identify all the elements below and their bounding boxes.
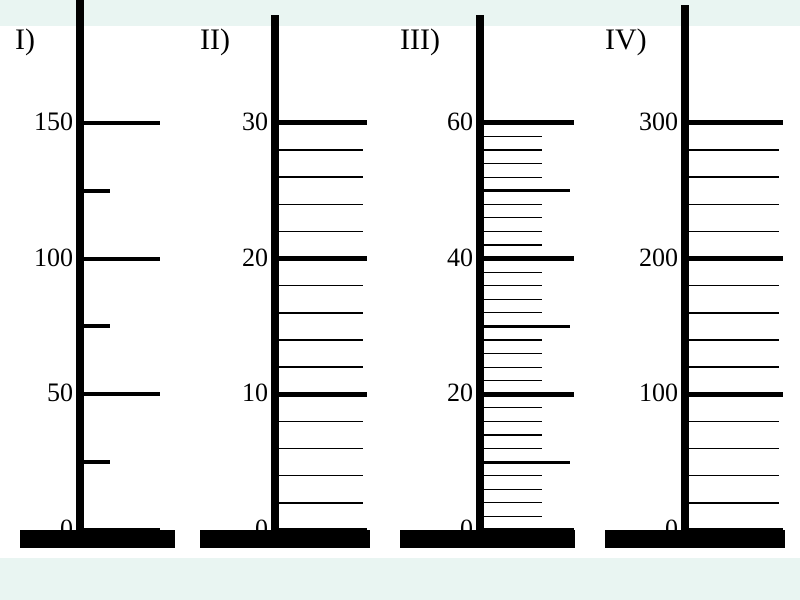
- minor-tick: [687, 149, 779, 151]
- minor-tick: [687, 176, 779, 178]
- subminor-tick: [482, 299, 542, 300]
- tick-label: 30: [213, 107, 268, 137]
- scale-axis: [681, 5, 689, 530]
- panel-label: III): [400, 23, 440, 57]
- major-tick: [482, 256, 574, 261]
- tick-label: 300: [613, 107, 678, 137]
- tick-label: 10: [213, 378, 268, 408]
- minor-tick: [687, 421, 779, 423]
- subminor-tick: [482, 448, 542, 449]
- major-tick: [277, 120, 367, 125]
- minor-tick: [277, 475, 363, 477]
- major-tick: [482, 392, 574, 397]
- subminor-tick: [482, 285, 542, 286]
- minor-tick: [687, 285, 779, 287]
- tick-label: 100: [5, 243, 73, 273]
- minor-tick: [277, 312, 363, 314]
- bg-bottom-band: [0, 558, 800, 600]
- tick-label: 0: [213, 514, 268, 544]
- minor-tick: [277, 231, 363, 233]
- subminor-tick: [482, 434, 542, 435]
- major-tick: [277, 528, 367, 533]
- subminor-tick: [482, 217, 542, 218]
- subminor-tick: [482, 204, 542, 205]
- subminor-tick: [482, 149, 542, 150]
- subminor-tick: [482, 163, 542, 164]
- tick-label: 20: [418, 378, 473, 408]
- minor-tick: [482, 461, 570, 464]
- minor-tick: [277, 285, 363, 287]
- tick-label: 50: [5, 378, 73, 408]
- major-tick: [82, 121, 160, 125]
- minor-tick: [82, 460, 110, 464]
- minor-tick: [277, 176, 363, 178]
- tick-label: 60: [418, 107, 473, 137]
- scale-axis: [76, 0, 84, 530]
- panel-label: IV): [605, 23, 647, 57]
- tick-label: 0: [613, 514, 678, 544]
- figure-root: I) 0 50 100 150 II) 0 10 20 30 III) 0 20 40 60 IV) 0 100 2…: [0, 0, 800, 600]
- minor-tick: [82, 189, 110, 193]
- subminor-tick: [482, 516, 542, 517]
- minor-tick: [277, 421, 363, 423]
- subminor-tick: [482, 475, 542, 476]
- subminor-tick: [482, 502, 542, 503]
- subminor-tick: [482, 272, 542, 273]
- major-tick: [687, 256, 783, 261]
- subminor-tick: [482, 353, 542, 354]
- subminor-tick: [482, 407, 542, 408]
- major-tick: [687, 528, 783, 533]
- minor-tick: [277, 448, 363, 450]
- subminor-tick: [482, 136, 542, 137]
- major-tick: [277, 392, 367, 397]
- tick-label: 40: [418, 243, 473, 273]
- subminor-tick: [482, 177, 542, 178]
- minor-tick: [687, 312, 779, 314]
- major-tick: [82, 528, 160, 532]
- subminor-tick: [482, 312, 542, 313]
- subminor-tick: [482, 367, 542, 368]
- minor-tick: [277, 149, 363, 151]
- minor-tick: [82, 324, 110, 328]
- major-tick: [687, 392, 783, 397]
- subminor-tick: [482, 339, 542, 340]
- major-tick: [277, 256, 367, 261]
- subminor-tick: [482, 231, 542, 232]
- subminor-tick: [482, 421, 542, 422]
- tick-label: 20: [213, 243, 268, 273]
- panel-label: II): [200, 23, 230, 57]
- tick-label: 0: [418, 514, 473, 544]
- minor-tick: [687, 231, 779, 233]
- minor-tick: [687, 502, 779, 504]
- subminor-tick: [482, 489, 542, 490]
- minor-tick: [277, 502, 363, 504]
- minor-tick: [687, 475, 779, 477]
- major-tick: [482, 528, 574, 533]
- minor-tick: [482, 189, 570, 192]
- tick-label: 100: [613, 378, 678, 408]
- tick-label: 150: [5, 107, 73, 137]
- minor-tick: [482, 325, 570, 328]
- panel-label: I): [15, 23, 35, 57]
- minor-tick: [687, 448, 779, 450]
- major-tick: [687, 120, 783, 125]
- minor-tick: [277, 204, 363, 206]
- major-tick: [82, 257, 160, 261]
- minor-tick: [687, 339, 779, 341]
- minor-tick: [277, 366, 363, 368]
- subminor-tick: [482, 244, 542, 245]
- tick-label: 0: [5, 514, 73, 544]
- major-tick: [82, 392, 160, 396]
- subminor-tick: [482, 380, 542, 381]
- minor-tick: [277, 339, 363, 341]
- minor-tick: [687, 204, 779, 206]
- minor-tick: [687, 366, 779, 368]
- major-tick: [482, 120, 574, 125]
- tick-label: 200: [613, 243, 678, 273]
- scale-axis: [271, 15, 279, 530]
